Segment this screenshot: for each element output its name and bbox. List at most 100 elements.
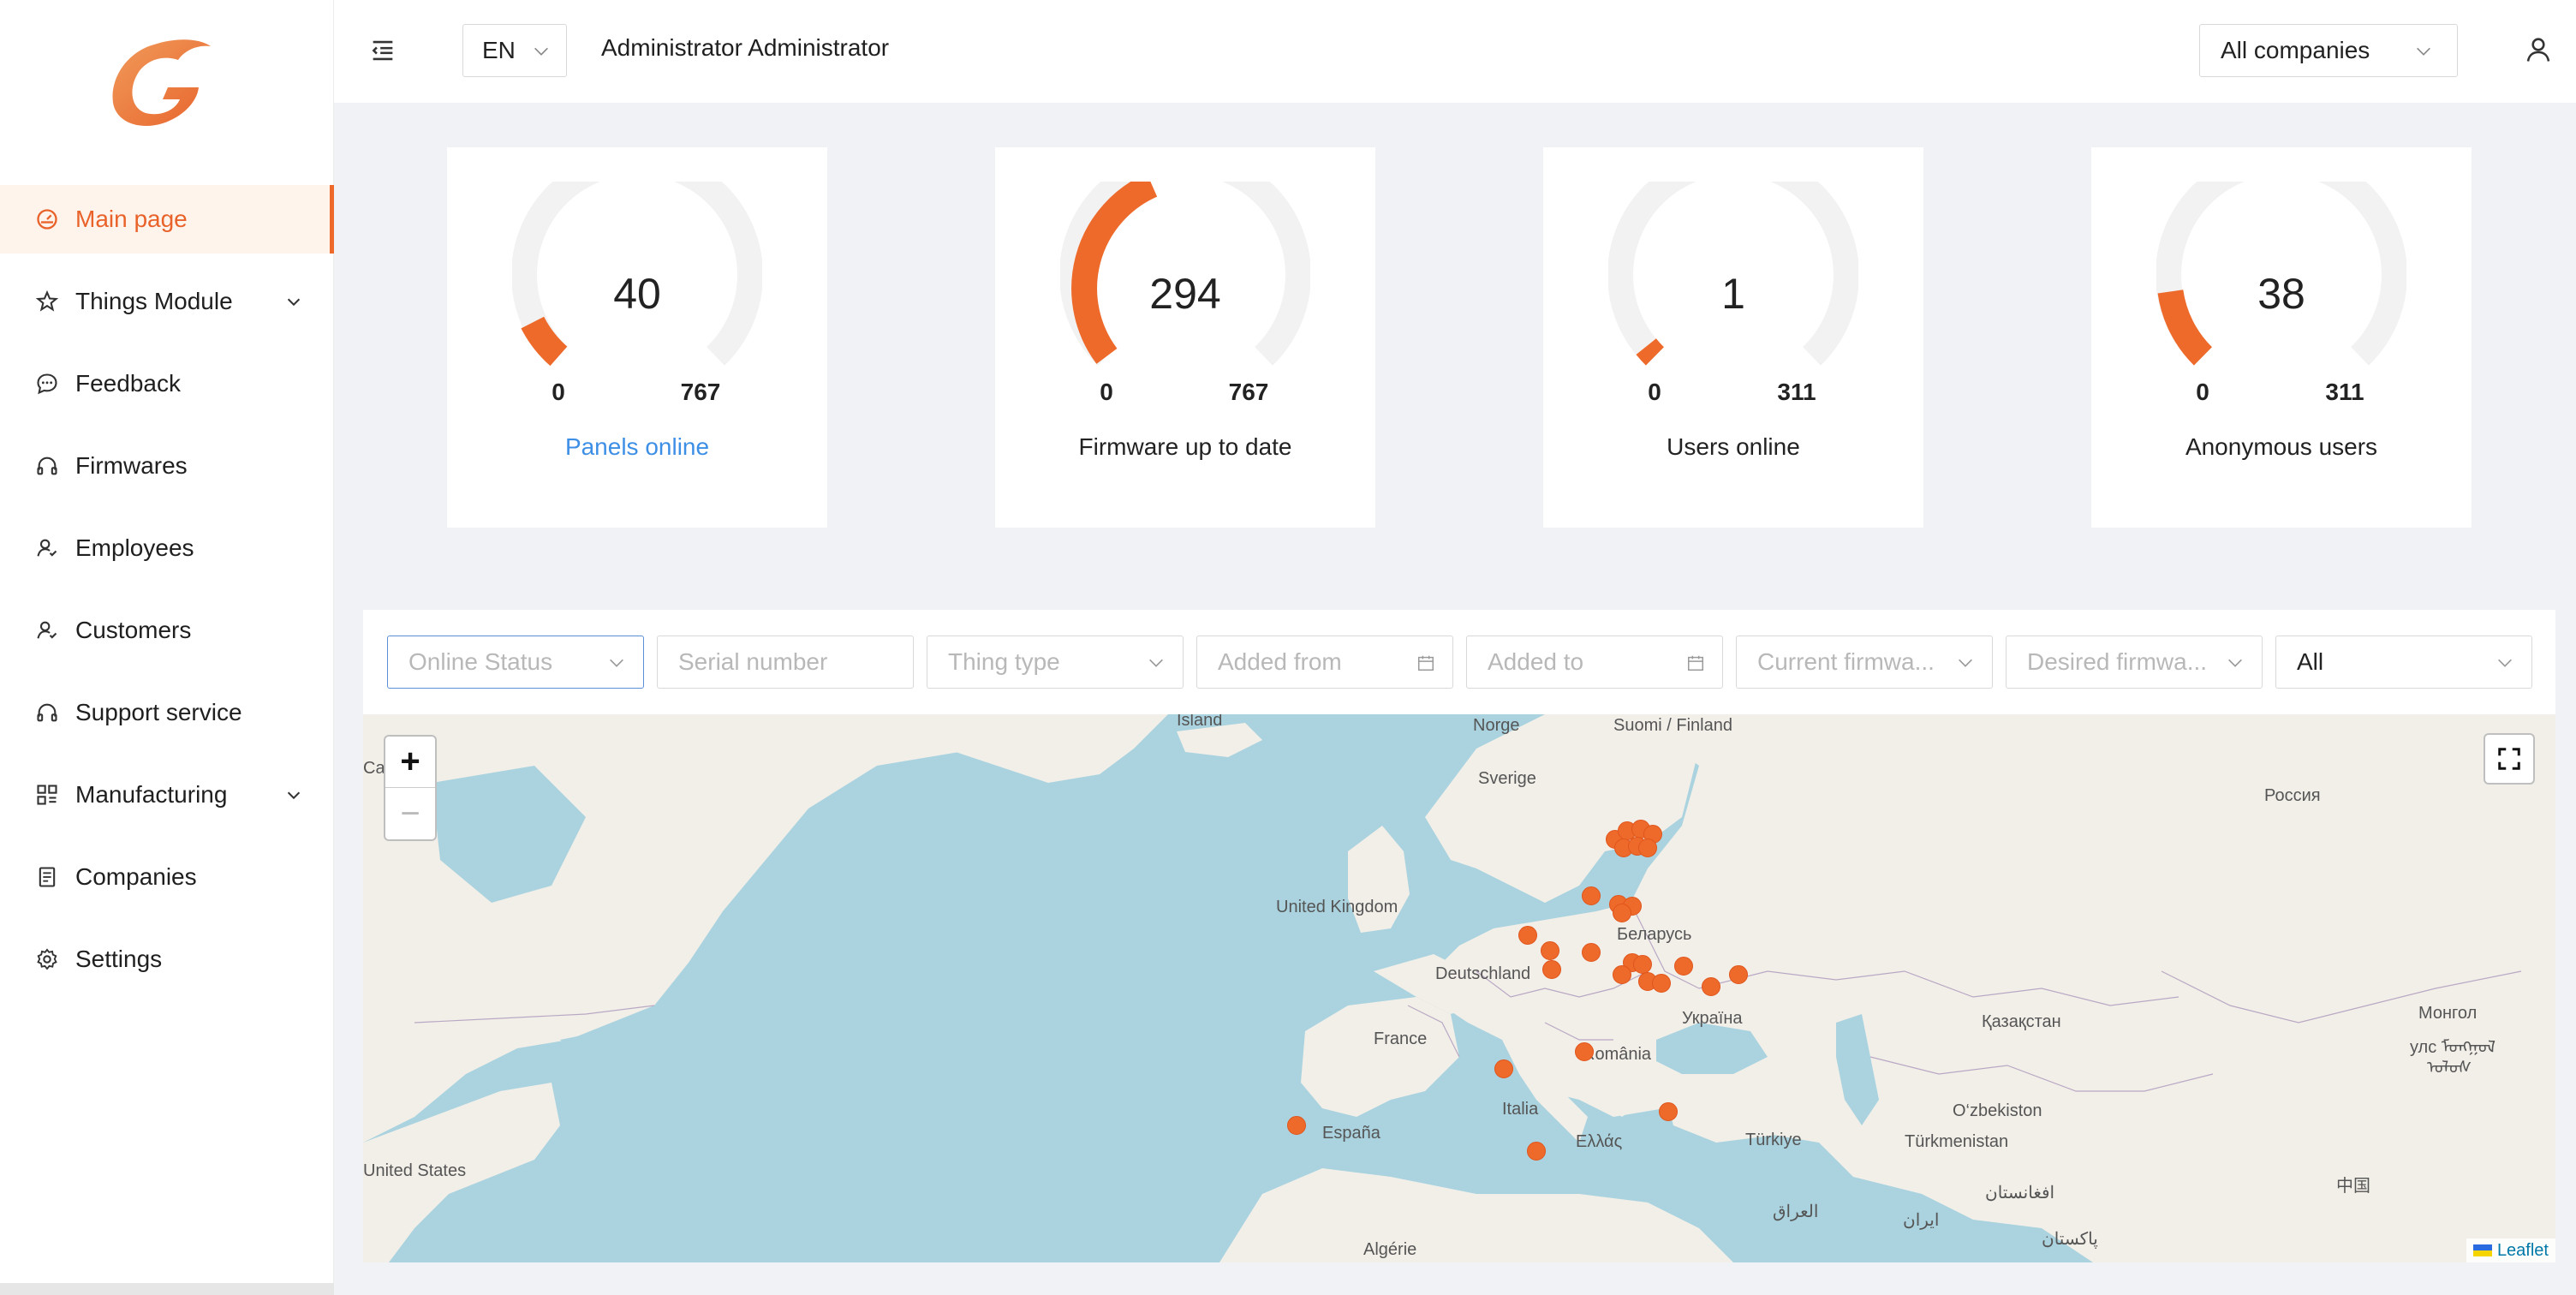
- map-label-mongol: Монгол: [2418, 1004, 2478, 1023]
- map-label-espana: España: [1322, 1124, 1380, 1143]
- sidebar-item-things-module[interactable]: Things Module: [0, 267, 334, 336]
- chevron-down-icon: [2417, 47, 2430, 56]
- map-label-afghanistan: افغانستان: [1985, 1184, 2055, 1202]
- map-marker[interactable]: [1541, 941, 1559, 960]
- sidebar-item-label: Firmwares: [75, 452, 188, 479]
- sidebar-item-label: Feedback: [75, 370, 181, 397]
- sidebar-item-companies[interactable]: Companies: [0, 843, 334, 911]
- online-status-select[interactable]: Online Status: [387, 636, 644, 689]
- map-marker[interactable]: [1674, 957, 1693, 976]
- sidebar-item-label: Main page: [75, 206, 188, 232]
- map-label-iran: ایران: [1903, 1211, 1940, 1230]
- map-label-iraq: العراق: [1773, 1202, 1819, 1221]
- map-label-uk: United Kingdom: [1276, 898, 1398, 916]
- map-marker[interactable]: [1613, 965, 1631, 984]
- sidebar-item-manufacturing[interactable]: Manufacturing: [0, 761, 334, 829]
- map-label-ukraina: Україна: [1682, 1009, 1743, 1028]
- gauge-value: 40: [613, 270, 661, 318]
- company-select[interactable]: All companies: [2199, 24, 2458, 77]
- fullscreen-button[interactable]: [2484, 733, 2535, 785]
- added-from-datepicker[interactable]: Added from: [1196, 636, 1453, 689]
- gauge-min: 0: [2196, 379, 2209, 405]
- map-marker[interactable]: [1659, 1102, 1678, 1121]
- company-select-value: All companies: [2221, 37, 2370, 63]
- sidebar-item-label: Settings: [75, 946, 163, 972]
- map-label-china: 中国: [2336, 1177, 2370, 1196]
- stat-label: Users online: [1667, 433, 1800, 460]
- map-label-mongol-2: улс ᠮᠣᠩᠭᠣᠯ: [2410, 1038, 2496, 1057]
- map-marker[interactable]: [1729, 965, 1748, 984]
- sidebar-item-settings[interactable]: Settings: [0, 925, 334, 994]
- gauge-chart: [1608, 182, 1858, 366]
- map-tiles[interactable]: [363, 714, 2555, 1262]
- grid-icon: [34, 782, 60, 808]
- added-to-datepicker[interactable]: Added to: [1466, 636, 1723, 689]
- calendar-icon: [1418, 655, 1434, 671]
- map-marker[interactable]: [1702, 977, 1720, 996]
- current-firmware-select[interactable]: Current firmwa...: [1736, 636, 1993, 689]
- online-status-placeholder: Online Status: [408, 648, 553, 675]
- chevron-down-icon: [1959, 659, 1972, 667]
- map-marker[interactable]: [1613, 904, 1631, 922]
- zoom-out-button[interactable]: −: [400, 794, 420, 832]
- chevron-down-icon[interactable]: [284, 292, 303, 311]
- user-icon[interactable]: [2523, 34, 2554, 65]
- map-marker[interactable]: [1494, 1059, 1513, 1078]
- stat-card-firmware-up-to-date: 294 0 767 Firmware up to date: [995, 147, 1375, 528]
- company-scope-select[interactable]: All: [2275, 636, 2532, 689]
- chat-icon: [34, 371, 60, 397]
- desired-firmware-select[interactable]: Desired firmwa...: [2006, 636, 2263, 689]
- panels-online-link[interactable]: Panels online: [564, 433, 710, 460]
- map-marker[interactable]: [1575, 1042, 1594, 1061]
- map-label-uzbekistan: O‘zbekiston: [1953, 1101, 2042, 1120]
- map-label-rossiya: Россия: [2264, 786, 2321, 805]
- sidebar-item-label: Manufacturing: [75, 781, 228, 808]
- sidebar-item-firmwares[interactable]: Firmwares: [0, 432, 334, 500]
- menu-fold-icon[interactable]: [368, 36, 397, 65]
- fullscreen-icon: [2498, 748, 2520, 770]
- chevron-down-icon: [1149, 659, 1163, 667]
- chevron-down-icon: [534, 47, 548, 56]
- sidebar: Main page Things Module Feedback Firmwar…: [0, 0, 334, 1295]
- chevron-down-icon: [610, 659, 623, 667]
- chevron-down-icon[interactable]: [284, 785, 303, 804]
- map-marker[interactable]: [1638, 838, 1657, 857]
- sidebar-item-label: Things Module: [75, 288, 233, 314]
- calendar-icon: [1688, 655, 1703, 671]
- map-marker[interactable]: [1582, 943, 1601, 962]
- gear-icon: [34, 946, 60, 972]
- sidebar-scrollbar[interactable]: [0, 1283, 334, 1295]
- world-map[interactable]: Island Norge Suomi / Finland Sverige Рос…: [363, 714, 2555, 1262]
- sidebar-item-feedback[interactable]: Feedback: [0, 349, 334, 418]
- sidebar-item-main-page[interactable]: Main page: [0, 185, 334, 254]
- top-header: EN Administrator Administrator All compa…: [334, 0, 2576, 103]
- map-label-norge: Norge: [1473, 716, 1520, 735]
- language-select[interactable]: EN: [462, 24, 567, 77]
- sidebar-item-employees[interactable]: Employees: [0, 514, 334, 582]
- thing-type-select[interactable]: Thing type: [927, 636, 1184, 689]
- map-marker[interactable]: [1582, 886, 1601, 905]
- sidebar-item-support-service[interactable]: Support service: [0, 678, 334, 747]
- map-marker[interactable]: [1633, 955, 1652, 974]
- thing-type-placeholder: Thing type: [948, 648, 1060, 675]
- serial-number-input[interactable]: Serial number: [657, 636, 914, 689]
- leaflet-link[interactable]: Leaflet: [2496, 1240, 2549, 1260]
- map-marker[interactable]: [1527, 1142, 1546, 1161]
- serial-number-placeholder: Serial number: [678, 648, 828, 675]
- map-label-romania: România: [1583, 1045, 1652, 1064]
- map-marker[interactable]: [1542, 960, 1561, 979]
- stat-card-panels-online: 40 0 767 Panels online: [447, 147, 827, 528]
- gauge-max: 311: [2325, 379, 2364, 405]
- zoom-in-button[interactable]: +: [385, 737, 435, 788]
- company-logo: [103, 34, 223, 137]
- map-label-ellas: Ελλάς: [1576, 1132, 1623, 1151]
- gauge-chart: [2156, 182, 2406, 366]
- sidebar-item-customers[interactable]: Customers: [0, 596, 334, 665]
- map-marker[interactable]: [1652, 974, 1671, 993]
- map-marker[interactable]: [1518, 926, 1537, 945]
- map-marker[interactable]: [1287, 1116, 1306, 1135]
- document-icon: [34, 864, 60, 890]
- company-scope-value: All: [2297, 648, 2324, 675]
- sidebar-item-label: Customers: [75, 617, 192, 643]
- people-icon: [34, 535, 60, 561]
